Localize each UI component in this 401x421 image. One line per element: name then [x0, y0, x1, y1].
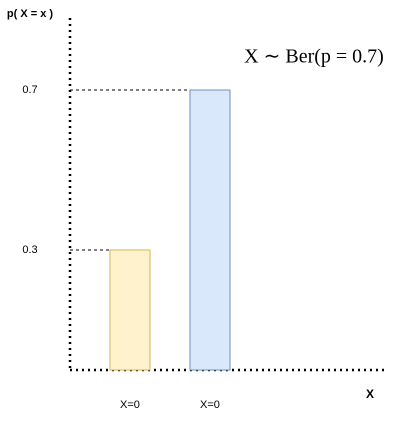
y-tick-label: 0.3 — [22, 244, 37, 256]
bar — [189, 89, 231, 371]
y-tick-label: 0.7 — [22, 84, 37, 96]
x-axis-label: X — [366, 387, 374, 401]
y-axis-label: p( X = x ) — [7, 8, 53, 20]
x-tick-label: X=0 — [200, 399, 220, 411]
annotation: X ∼ Ber(p = 0.7) — [244, 46, 384, 68]
x-tick-label: X=0 — [120, 399, 140, 411]
bar — [109, 249, 151, 371]
